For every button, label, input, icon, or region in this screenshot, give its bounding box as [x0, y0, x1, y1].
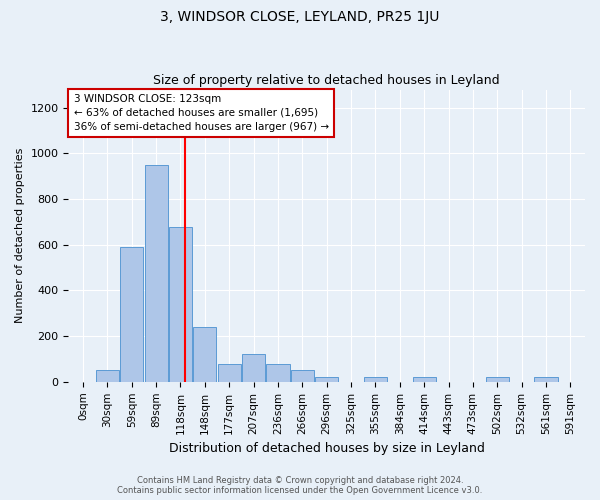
Bar [535, 378, 557, 382]
Bar [315, 378, 338, 382]
Bar [218, 364, 241, 382]
Text: 3, WINDSOR CLOSE, LEYLAND, PR25 1JU: 3, WINDSOR CLOSE, LEYLAND, PR25 1JU [160, 10, 440, 24]
X-axis label: Distribution of detached houses by size in Leyland: Distribution of detached houses by size … [169, 442, 485, 455]
Bar [120, 247, 143, 382]
Bar [242, 354, 265, 382]
Bar [145, 165, 168, 382]
Text: Contains HM Land Registry data © Crown copyright and database right 2024.
Contai: Contains HM Land Registry data © Crown c… [118, 476, 482, 495]
Title: Size of property relative to detached houses in Leyland: Size of property relative to detached ho… [154, 74, 500, 87]
Bar [291, 370, 314, 382]
Bar [486, 378, 509, 382]
Bar [413, 378, 436, 382]
Y-axis label: Number of detached properties: Number of detached properties [15, 148, 25, 324]
Bar [193, 327, 217, 382]
Bar [266, 364, 290, 382]
Bar [169, 226, 192, 382]
Bar [364, 378, 387, 382]
Text: 3 WINDSOR CLOSE: 123sqm
← 63% of detached houses are smaller (1,695)
36% of semi: 3 WINDSOR CLOSE: 123sqm ← 63% of detache… [74, 94, 329, 132]
Bar [96, 370, 119, 382]
